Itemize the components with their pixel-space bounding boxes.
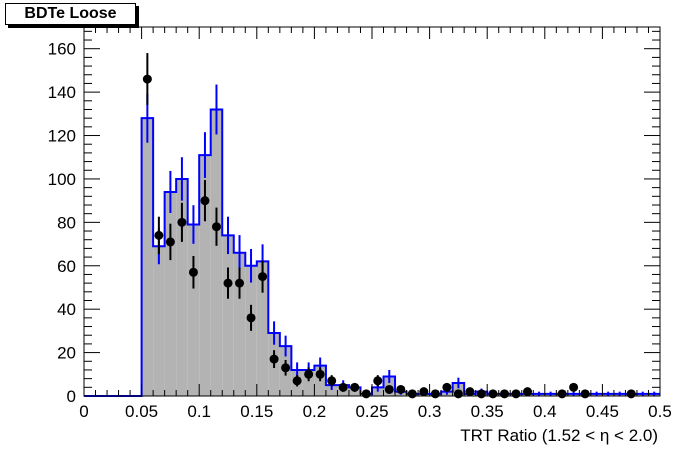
x-tick-label: 0.15 <box>240 402 273 421</box>
x-tick-label: 0.4 <box>533 402 557 421</box>
data-point <box>430 389 440 399</box>
data-point <box>361 389 371 399</box>
data-point <box>281 363 291 373</box>
y-tick-label: 140 <box>48 83 76 102</box>
data-point <box>488 389 498 399</box>
histogram-bar <box>164 191 177 396</box>
histogram-bar <box>187 224 200 396</box>
y-tick-label: 40 <box>57 300 76 319</box>
y-tick-label: 80 <box>57 213 76 232</box>
data-point <box>626 389 636 399</box>
data-point <box>258 272 268 282</box>
x-tick-label: 0.05 <box>125 402 158 421</box>
data-point <box>269 354 279 364</box>
data-point <box>338 382 348 392</box>
data-point <box>419 387 429 397</box>
data-point <box>200 196 210 206</box>
data-point <box>396 384 406 394</box>
histogram-bar <box>153 246 165 396</box>
data-point <box>165 237 175 247</box>
histogram-bar <box>325 385 338 396</box>
x-axis-label: TRT Ratio (1.52 < η < 2.0) <box>460 426 658 445</box>
data-point <box>154 230 164 240</box>
data-point <box>523 387 533 397</box>
data-point <box>373 376 383 386</box>
histogram-bar <box>176 178 188 396</box>
data-point <box>453 389 463 399</box>
histogram-bar <box>210 109 223 396</box>
y-tick-label: 20 <box>57 344 76 363</box>
data-point <box>292 376 302 386</box>
data-point <box>569 382 579 392</box>
x-tick-label: 0.25 <box>355 402 388 421</box>
data-point <box>327 376 337 386</box>
x-tick-label: 0.1 <box>187 402 211 421</box>
data-point <box>442 382 452 392</box>
data-point <box>476 389 486 399</box>
data-point <box>223 278 233 288</box>
data-point <box>384 384 394 394</box>
data-point <box>407 389 417 399</box>
data-point <box>246 313 256 323</box>
histogram-bar <box>256 261 269 396</box>
data-point <box>304 369 314 379</box>
y-tick-label: 60 <box>57 257 76 276</box>
data-point <box>511 389 521 399</box>
histogram-bar <box>222 235 234 396</box>
x-tick-label: 0.2 <box>303 402 327 421</box>
histogram-bar <box>141 118 154 396</box>
x-tick-label: 0.35 <box>471 402 504 421</box>
x-tick-label: 0 <box>79 402 88 421</box>
axes-layer: 0 0.05 0.1 0.15 0.2 0.25 0.3 0.35 0.4 0.45 0.5 0 20 4… <box>48 27 672 421</box>
data-point <box>235 278 245 288</box>
chart-title: BDTe Loose <box>5 3 136 25</box>
y-tick-label: 100 <box>48 170 76 189</box>
data-point <box>465 387 475 397</box>
histogram-bar <box>233 252 246 396</box>
data-point <box>188 267 198 277</box>
data-point <box>580 389 590 399</box>
data-point <box>499 389 509 399</box>
x-tick-label: 0.5 <box>648 402 672 421</box>
data-point <box>315 369 325 379</box>
data-point <box>177 217 187 227</box>
histogram-bar <box>302 369 315 396</box>
x-tick-label: 0.45 <box>586 402 619 421</box>
data-point <box>557 389 567 399</box>
data-point <box>350 382 360 392</box>
y-tick-label: 160 <box>48 40 76 59</box>
data-point <box>142 74 152 84</box>
y-tick-label: 0 <box>67 387 76 406</box>
histogram-bar <box>199 155 211 396</box>
x-tick-label: 0.3 <box>418 402 442 421</box>
y-tick-label: 120 <box>48 127 76 146</box>
data-point <box>211 222 221 232</box>
